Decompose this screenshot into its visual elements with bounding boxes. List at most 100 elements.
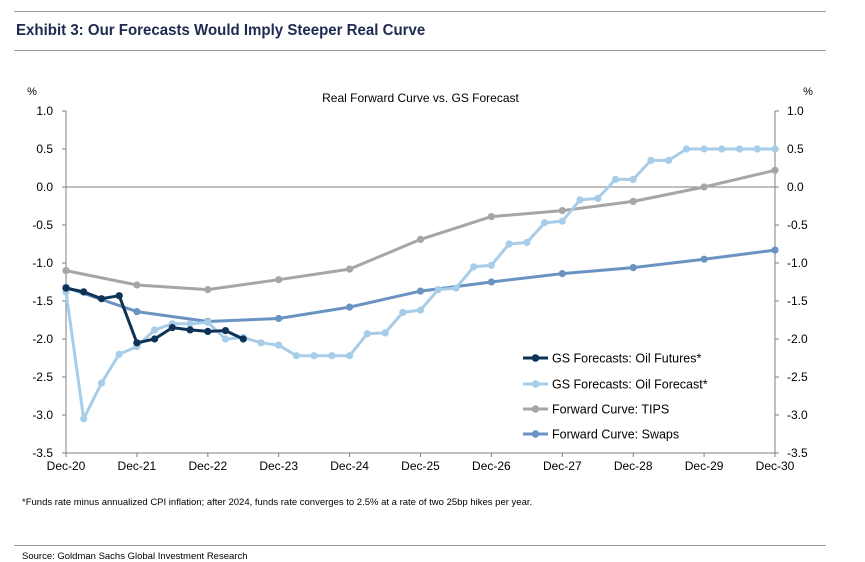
x-tick-label: Dec-26 (472, 459, 511, 473)
data-point-gs-forecasts-oil-forecast (275, 341, 283, 349)
data-point-gs-forecasts-oil-forecast (80, 415, 88, 423)
left-axis-unit: % (27, 86, 37, 98)
x-tick-label: Dec-28 (614, 459, 653, 473)
data-point-forward-curve-swaps (629, 264, 637, 272)
x-tick-label: Dec-22 (188, 459, 227, 473)
data-point-forward-curve-tips (629, 197, 637, 205)
data-point-gs-forecasts-oil-futures (239, 335, 247, 343)
top-rule (14, 11, 826, 12)
data-point-forward-curve-swaps (133, 308, 141, 316)
y-tick-label-right: -1.5 (787, 294, 808, 308)
data-point-gs-forecasts-oil-futures (97, 295, 106, 303)
data-point-gs-forecasts-oil-forecast (558, 217, 566, 225)
x-tick-label: Dec-25 (401, 459, 440, 473)
legend-label-gs-forecasts-oil-futures: GS Forecasts: Oil Futures* (552, 352, 701, 366)
data-point-gs-forecasts-oil-forecast (523, 238, 531, 247)
data-point-gs-forecasts-oil-forecast (151, 326, 159, 334)
data-point-gs-forecasts-oil-forecast (363, 330, 371, 338)
data-point-gs-forecasts-oil-forecast (771, 145, 779, 153)
data-point-forward-curve-tips (275, 276, 283, 284)
data-point-forward-curve-swaps (346, 303, 354, 311)
data-point-forward-curve-swaps (275, 314, 283, 323)
title-rule (14, 50, 826, 51)
legend-marker-gs-forecasts-oil-forecast (531, 380, 540, 388)
data-point-forward-curve-swaps (771, 246, 779, 254)
legend-marker-forward-curve-tips (531, 405, 540, 413)
series-line-forward-curve-tips (64, 168, 777, 292)
y-tick-label-left: 0.5 (36, 142, 53, 156)
x-tick-label: Dec-29 (685, 459, 724, 473)
data-point-forward-curve-tips (416, 235, 425, 243)
data-point-gs-forecasts-oil-forecast (115, 350, 123, 358)
data-point-gs-forecasts-oil-forecast (700, 145, 708, 153)
x-tick-label: Dec-21 (118, 459, 157, 473)
data-point-gs-forecasts-oil-forecast (594, 194, 602, 202)
legend-marker-forward-curve-swaps (531, 430, 540, 438)
y-tick-label-right: -2.0 (787, 332, 808, 346)
data-point-forward-curve-swaps (700, 255, 708, 263)
data-point-gs-forecasts-oil-forecast (257, 339, 265, 347)
data-point-gs-forecasts-oil-forecast (470, 263, 478, 271)
data-point-gs-forecasts-oil-forecast (399, 308, 407, 316)
data-point-gs-forecasts-oil-forecast (97, 379, 106, 387)
y-tick-label-left: 1.0 (36, 104, 53, 118)
data-point-gs-forecasts-oil-forecast (735, 145, 744, 153)
y-tick-label-left: -3.0 (32, 408, 53, 422)
data-point-gs-forecasts-oil-forecast (718, 145, 726, 153)
data-point-gs-forecasts-oil-forecast (647, 156, 655, 164)
footer-rule (14, 545, 826, 546)
x-tick-label: Dec-30 (756, 459, 795, 473)
data-point-forward-curve-swaps (487, 278, 495, 286)
data-point-gs-forecasts-oil-futures (133, 339, 141, 347)
right-axis-unit: % (803, 86, 813, 98)
data-point-forward-curve-swaps (558, 270, 566, 278)
data-point-gs-forecasts-oil-futures (221, 327, 230, 335)
data-point-gs-forecasts-oil-futures (80, 288, 88, 296)
data-point-forward-curve-tips (487, 213, 495, 221)
y-tick-label-right: -1.0 (787, 256, 808, 270)
data-point-gs-forecasts-oil-forecast (381, 329, 389, 337)
data-point-forward-curve-tips (771, 166, 779, 174)
data-point-gs-forecasts-oil-forecast (292, 352, 300, 360)
data-point-forward-curve-tips (558, 207, 566, 215)
x-tick-label: Dec-23 (259, 459, 298, 473)
legend-marker-gs-forecasts-oil-futures (531, 354, 540, 362)
data-point-forward-curve-swaps (416, 287, 425, 295)
x-tick-label: Dec-27 (543, 459, 582, 473)
data-point-gs-forecasts-oil-futures (62, 284, 70, 292)
data-point-gs-forecasts-oil-forecast (576, 196, 584, 204)
legend-label-gs-forecasts-oil-forecast: GS Forecasts: Oil Forecast* (552, 378, 708, 392)
data-point-gs-forecasts-oil-forecast (310, 352, 318, 360)
y-tick-label-right: 0.0 (787, 180, 804, 194)
chart-title: Real Forward Curve vs. GS Forecast (322, 91, 519, 105)
data-point-gs-forecasts-oil-futures (168, 324, 176, 332)
y-tick-label-right: -3.0 (787, 408, 808, 422)
data-point-gs-forecasts-oil-futures (115, 292, 123, 300)
y-tick-label-left: -1.0 (32, 256, 53, 270)
y-tick-label-left: -2.0 (32, 332, 53, 346)
data-point-gs-forecasts-oil-forecast (682, 145, 691, 153)
data-point-gs-forecasts-oil-futures (151, 335, 159, 343)
data-point-gs-forecasts-oil-forecast (328, 352, 336, 360)
data-point-gs-forecasts-oil-forecast (204, 318, 212, 326)
x-tick-label: Dec-24 (330, 459, 369, 473)
data-point-gs-forecasts-oil-forecast (753, 145, 761, 153)
y-tick-label-left: -0.5 (32, 218, 53, 232)
y-tick-label-right: -2.5 (787, 370, 808, 384)
y-tick-label-left: 0.0 (36, 180, 53, 194)
footnote: *Funds rate minus annualized CPI inflati… (22, 497, 533, 508)
data-point-gs-forecasts-oil-forecast (541, 219, 549, 227)
data-point-gs-forecasts-oil-forecast (221, 335, 230, 343)
data-point-gs-forecasts-oil-forecast (629, 175, 637, 183)
data-point-gs-forecasts-oil-futures (204, 327, 212, 335)
data-point-forward-curve-tips (346, 265, 354, 273)
y-tick-label-left: -3.5 (32, 446, 53, 460)
data-point-forward-curve-tips (133, 281, 141, 289)
data-point-gs-forecasts-oil-forecast (346, 352, 354, 360)
legend-label-forward-curve-tips: Forward Curve: TIPS (552, 403, 669, 417)
data-point-gs-forecasts-oil-futures (186, 326, 194, 334)
y-tick-label-left: -1.5 (32, 294, 53, 308)
legend-label-forward-curve-swaps: Forward Curve: Swaps (552, 428, 679, 442)
data-point-gs-forecasts-oil-forecast (665, 156, 673, 164)
